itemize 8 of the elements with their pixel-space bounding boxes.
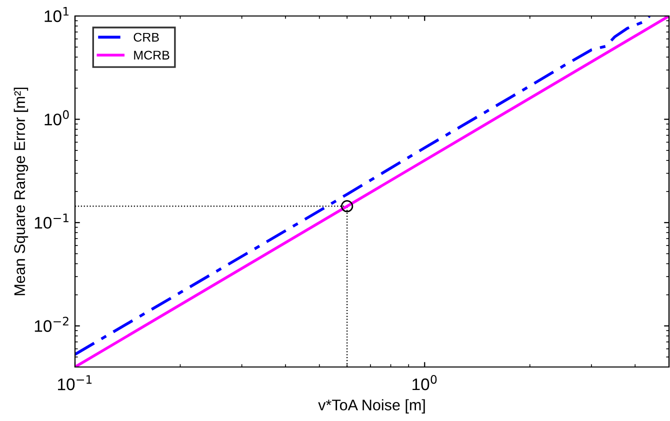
y-tick-label: 10$^{1}$: [44, 7, 69, 22]
y-tick-label: 10$^{−1}$: [34, 214, 68, 229]
y-axis-title: Mean Square Range Error [m²]: [14, 88, 28, 296]
y-tick-label: 10$^{0}$: [44, 110, 69, 126]
legend-label: MCRB: [134, 50, 170, 60]
legend-label: CRB: [134, 32, 159, 42]
x-axis-title: v*ToA Noise [m]: [318, 399, 425, 414]
y-tick-label: 10$^{−2}$: [34, 316, 68, 332]
